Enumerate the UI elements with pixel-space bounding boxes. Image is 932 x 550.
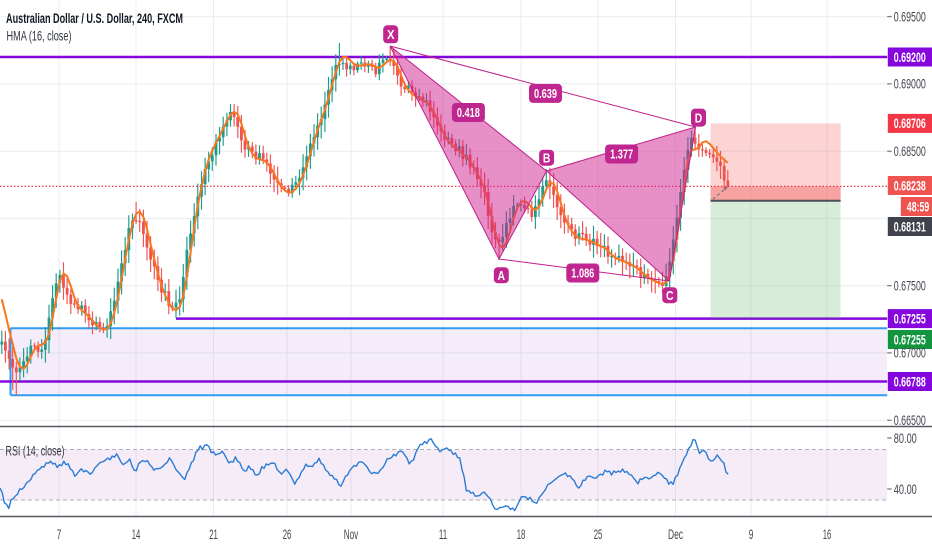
svg-text:14: 14: [132, 527, 141, 542]
svg-text:0.68706: 0.68706: [894, 116, 926, 131]
svg-text:Nov: Nov: [344, 527, 359, 542]
svg-text:0.69200: 0.69200: [894, 50, 926, 65]
svg-text:0.69000: 0.69000: [894, 77, 926, 92]
svg-text:0.68238: 0.68238: [894, 178, 926, 193]
svg-text:0.639: 0.639: [534, 86, 557, 101]
svg-text:0.68131: 0.68131: [894, 219, 926, 234]
svg-text:B: B: [543, 150, 551, 165]
svg-text:A: A: [498, 268, 506, 283]
svg-text:11: 11: [439, 527, 447, 542]
svg-text:26: 26: [283, 527, 292, 542]
svg-text:40.00: 40.00: [894, 482, 917, 497]
svg-text:0.69500: 0.69500: [894, 10, 926, 25]
svg-text:48:59: 48:59: [907, 199, 930, 214]
svg-text:80.00: 80.00: [894, 431, 917, 446]
svg-text:21: 21: [209, 527, 218, 542]
svg-text:1.086: 1.086: [571, 266, 594, 281]
svg-text:0.68500: 0.68500: [894, 144, 926, 159]
svg-text:RSI (14, close): RSI (14, close): [6, 444, 65, 459]
svg-text:18: 18: [517, 527, 526, 542]
svg-text:D: D: [695, 110, 703, 125]
svg-text:C: C: [666, 288, 674, 303]
svg-text:Australian Dollar / U.S. Dolla: Australian Dollar / U.S. Dollar, 240, FX…: [6, 11, 183, 26]
svg-text:0.66500: 0.66500: [894, 413, 926, 428]
svg-text:16: 16: [823, 527, 832, 542]
svg-text:0.67255: 0.67255: [894, 332, 926, 347]
svg-text:25: 25: [594, 527, 603, 542]
svg-text:0.418: 0.418: [457, 105, 480, 120]
svg-text:0.66788: 0.66788: [894, 374, 926, 389]
svg-text:0.67500: 0.67500: [894, 279, 926, 294]
svg-text:9: 9: [749, 527, 754, 542]
svg-text:7: 7: [57, 527, 62, 542]
svg-text:Dec: Dec: [668, 527, 683, 542]
svg-text:1.377: 1.377: [610, 147, 633, 162]
svg-text:X: X: [387, 27, 395, 42]
svg-text:0.67255: 0.67255: [894, 311, 926, 326]
svg-text:0.67000: 0.67000: [894, 346, 926, 361]
svg-text:HMA (16, close): HMA (16, close): [7, 29, 72, 44]
